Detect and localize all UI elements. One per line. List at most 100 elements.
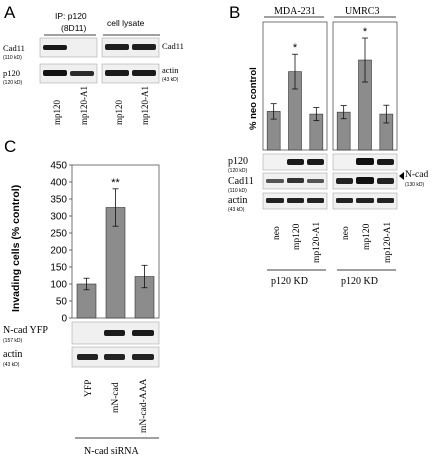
b-umrc3-p120-band-2 [377,159,394,165]
c-actin-band-1 [77,354,98,360]
ip-antibody: (8D11) [61,23,87,33]
a-row2-kd: (120 kD) [3,80,23,86]
b-mda-p120-band-2 [307,159,324,165]
c-actin-band-2 [104,354,125,360]
b-lane-3: mp120-A1 [312,222,322,263]
a-right2-kd: (43 kD) [162,77,179,83]
a-lane-2: mp120-A1 [79,86,89,125]
b-blot-actin-kd: (43 kD) [228,207,245,213]
c-ytick-label-3: 100 [50,280,67,291]
b-blot-p120-kd: (120 kD) [228,168,248,174]
lysate-cad11-strip [101,37,160,58]
chart-c: ** 0 50 100 150 200 250 300 350 400 450 [50,161,155,325]
c-blot-ncad: N-cad YFP [3,325,48,336]
b-blot-p120: p120 [228,156,248,167]
b-mda-p120-band-1 [287,159,304,165]
c-ytick-label-4: 150 [50,263,67,274]
b-lane-6: mp120-A1 [383,222,393,263]
c-ytick-label-9: 400 [50,178,67,189]
c-ncad-band-2 [132,330,154,336]
c-blot-actin-kd: (43 kD) [3,362,20,368]
b-blot-umrc3 [332,153,398,210]
b-lane-2: mp120 [292,223,302,250]
b-mda-actin-band-3 [307,198,324,203]
c-ytick-label-6: 250 [50,229,67,240]
a-lane-1: mp120 [52,99,62,125]
chart-mda: * [266,42,324,151]
c-ytick-label-5: 200 [50,246,67,257]
b-mda-actin-band-2 [287,198,304,203]
cell-line-mda: MDA-231 [274,6,316,17]
b-mda-cad11-band-3 [307,179,324,183]
c-ytick-label-10: 450 [50,161,67,172]
cell-line-umrc3: UMRC3 [345,6,379,17]
a-right1-label: Cad11 [162,41,184,51]
c-actin-band-3 [132,354,154,360]
a-right2-label: actin [162,65,179,75]
ip-p120-strip [39,63,98,84]
b-umrc3-actin-band-3 [377,198,394,203]
lysate-cad11-band-1 [105,44,129,50]
b-ncad-label: N-cad [405,170,428,180]
panel-b-label: B [229,3,240,22]
b-blot-cad11-kd: (110 kD) [228,188,247,194]
a-row1-label: Cad11 [3,43,25,53]
b-umrc3-actin-band-2 [356,198,374,203]
ip-title: IP: p120 [55,11,87,21]
lysate-blot [101,37,160,84]
c-ytick-label-1: 0 [61,314,67,325]
b-blot-actin: actin [228,195,247,206]
lysate-actin-band-2 [132,70,156,76]
a-lane-3: mp120 [114,99,124,125]
c-ncad-band-1 [104,330,125,336]
panel-c-label: C [4,137,16,156]
b-umrc3-ncad-band-2 [356,177,374,184]
b-umrc3-ncad-band-1 [336,178,353,184]
b-blot-cad11: Cad11 [228,176,254,187]
b-blot-mda [262,153,328,210]
c-ytick-label-8: 350 [50,195,67,206]
b-ncad-kd: (130 kD) [405,182,425,188]
c-blot [71,321,160,368]
ip-p120-band-2 [70,71,94,76]
b-lane-5: mp120 [362,223,372,250]
a-lane-4: mp120-A1 [140,86,150,125]
a-row2-label: p120 [3,68,20,78]
lysate-title: cell lysate [107,18,145,28]
b-ylabel: % neo control [248,67,259,130]
b-mda-cad11-band-2 [287,178,304,183]
b-lane-1: neo [272,226,282,240]
c-lane-2: mN-cad [111,382,121,413]
b-kd-label-2: p120 KD [341,276,378,287]
c-sirna-label: N-cad siRNA [84,446,139,457]
c-blot-ncad-kd: (157 kD) [3,338,23,344]
b-kd-label-1: p120 KD [271,276,308,287]
umrc3-significance-2: * [363,26,368,38]
c-ytick-label-2: 50 [56,297,68,308]
ip-p120-band-1 [43,70,67,76]
panel-a-label: A [4,3,16,22]
c-blot-actin: actin [3,349,22,360]
b-umrc3-p120-band-1 [356,158,374,165]
c-lane-3: mN-cad-AAA [139,379,149,433]
lysate-actin-band-1 [105,70,129,76]
mda-significance-2: * [293,42,298,54]
b-umrc3-ncad-band-3 [377,178,394,184]
b-mda-actin-band-1 [266,198,284,203]
b-mda-cad11-band-1 [266,179,284,183]
c-significance-2: ** [111,177,120,189]
b-umrc3-actin-band-1 [336,198,353,203]
c-ytick-label-7: 300 [50,212,67,223]
c-lane-1: YFP [84,380,94,397]
a-row1-kd: (110 kD) [3,55,22,61]
ncad-arrowhead-icon [399,172,404,180]
chart-umrc3: * [336,26,394,151]
lysate-actin-strip [101,63,160,84]
ip-cad11-band [43,45,67,50]
lysate-cad11-band-2 [132,44,156,50]
ip-cad11-strip [39,37,98,58]
ip-blot [39,37,98,84]
b-lane-4: neo [341,226,351,240]
